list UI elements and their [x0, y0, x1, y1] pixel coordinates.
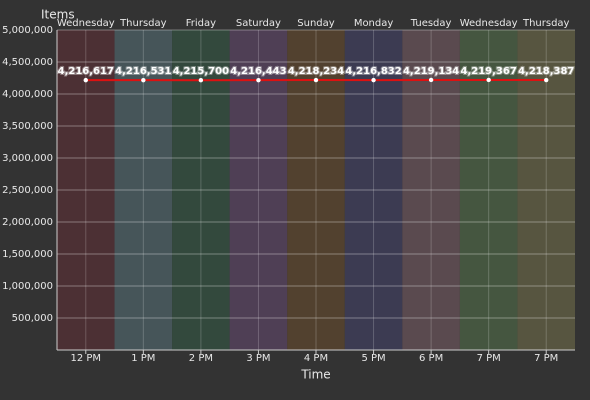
point [544, 77, 549, 83]
point [141, 77, 146, 83]
x-tick-label: 4 PM [304, 353, 328, 364]
day-band [114, 30, 173, 350]
point [256, 77, 261, 83]
day-label: Thursday [522, 18, 570, 29]
day-band [459, 30, 518, 350]
point [371, 77, 376, 83]
x-axis-label: Time [300, 368, 330, 382]
value-label: 4,216,443 [230, 66, 286, 77]
day-label: Thursday [119, 18, 167, 29]
y-tick-label: 1,500,000 [2, 249, 53, 260]
day-band [172, 30, 230, 350]
day-band [344, 30, 403, 350]
day-band [287, 30, 345, 350]
value-label: 4,218,234 [288, 66, 344, 77]
x-tick-label: 1 PM [131, 353, 155, 364]
y-tick-label: 3,500,000 [2, 121, 53, 132]
value-label: 4,219,134 [403, 66, 459, 77]
point [486, 77, 491, 83]
day-label: Friday [186, 18, 216, 29]
x-tick-label: 12 PM [70, 353, 101, 364]
day-label: Tuesday [410, 18, 452, 29]
y-tick-label: 2,000,000 [2, 217, 53, 228]
day-label: Saturday [236, 18, 281, 29]
y-tick-label: 4,500,000 [2, 57, 53, 68]
point [83, 77, 88, 83]
x-tick-label: 3 PM [246, 353, 270, 364]
y-tick-label: 5,000,000 [2, 25, 53, 36]
day-band [517, 30, 575, 350]
day-label: Monday [354, 18, 394, 29]
day-label: Wednesday [460, 18, 518, 29]
point [198, 77, 204, 83]
x-tick-label: 7 PM [477, 353, 501, 364]
x-tick-label: 6 PM [419, 353, 443, 364]
value-label: 4,216,531 [115, 66, 171, 77]
y-axis-label: Items [41, 8, 75, 22]
day-band [57, 30, 115, 350]
point [313, 77, 319, 83]
y-tick-label: 500,000 [12, 313, 53, 324]
value-label: 4,215,700 [173, 66, 229, 77]
day-band [402, 30, 460, 350]
day-band [229, 30, 288, 350]
y-tick-label: 4,000,000 [2, 89, 53, 100]
value-label: 4,216,617 [58, 66, 114, 77]
y-tick-label: 3,000,000 [2, 153, 53, 164]
point [428, 77, 434, 83]
value-label: 4,218,387 [518, 66, 574, 77]
x-tick-label: 7 PM [534, 353, 558, 364]
y-tick-label: 1,000,000 [2, 281, 53, 292]
x-tick-label: 5 PM [361, 353, 385, 364]
value-label: 4,219,367 [461, 66, 517, 77]
value-label: 4,216,832 [345, 66, 401, 77]
day-label: Sunday [297, 18, 334, 29]
x-tick-label: 2 PM [189, 353, 213, 364]
y-tick-label: 2,500,000 [2, 185, 53, 196]
day-label: Wednesday [57, 18, 115, 29]
